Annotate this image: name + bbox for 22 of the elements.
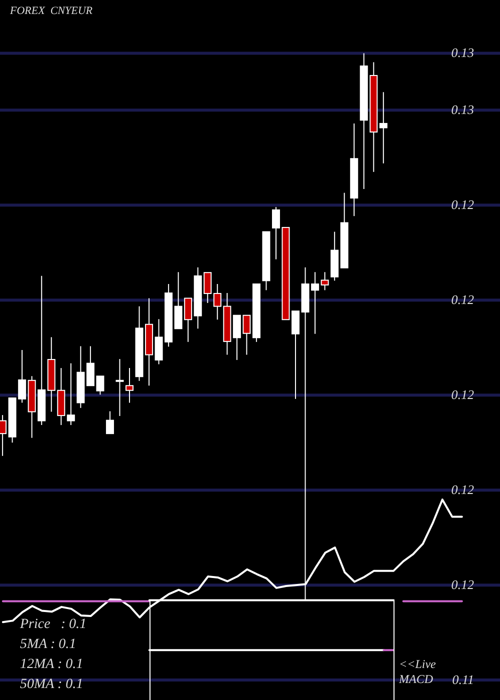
y-tick-label: 0.12 [451, 577, 474, 594]
y-tick-label: 0.13 [451, 45, 474, 62]
y-tick-label: 0.13 [451, 102, 474, 118]
text: FOREX CNYEUR [10, 4, 92, 18]
annotation: 5MA : 0.1 [20, 636, 76, 654]
candlestick [379, 92, 388, 164]
y-tick-label: 0.12 [451, 482, 474, 498]
candlestick [126, 368, 134, 404]
annotation: 12MA : 0.1 [20, 656, 84, 674]
annotation: Price : 0.1 [20, 616, 86, 634]
y-tick-label: 0.12 [451, 197, 474, 214]
candlestick [116, 358, 124, 417]
annotation: 50MA : 0.1 [20, 676, 84, 694]
candlestick [0, 414, 7, 456]
y-tick-label: 0.11 [452, 672, 474, 688]
candlestick [272, 206, 280, 260]
annotation: <<Live MACD [399, 657, 437, 687]
candlestick [320, 272, 329, 291]
y-tick-label: 0.12 [451, 387, 474, 404]
y-tick-label: 0.12 [451, 292, 474, 308]
candlestick [106, 410, 114, 434]
candlestick [66, 362, 75, 426]
